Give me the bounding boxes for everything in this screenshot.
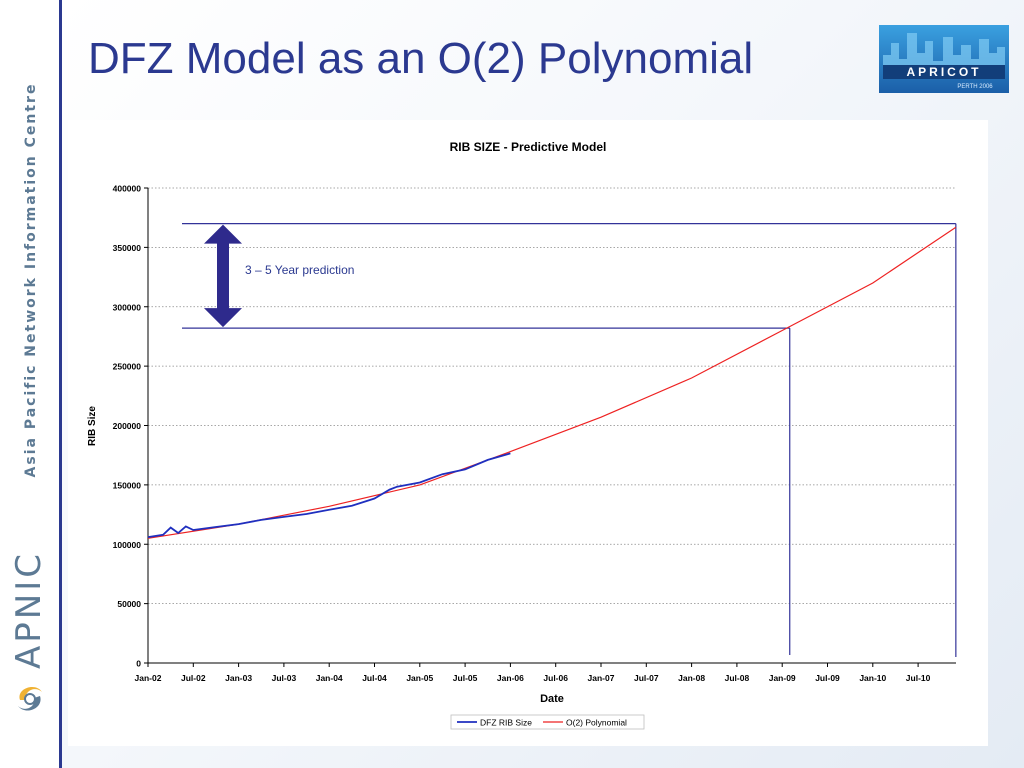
sidebar-divider: [59, 0, 62, 768]
x-tick-label: Jan-06: [497, 673, 524, 683]
x-tick-label: Jul-04: [362, 673, 387, 683]
apnic-swirl-icon: [18, 686, 42, 711]
x-tick-label: Jul-02: [181, 673, 206, 683]
y-tick-label: 100000: [113, 540, 142, 550]
double-arrow-icon: [204, 224, 242, 328]
x-tick-label: Jul-06: [543, 673, 568, 683]
sidebar-org-name: Asia Pacific Network Information Centre: [23, 82, 39, 478]
series-line-dfz-rib-size: [147, 452, 511, 538]
x-tick-label: Jan-05: [406, 673, 433, 683]
x-tick-label: Jul-09: [815, 673, 840, 683]
y-tick-label: 400000: [113, 184, 142, 194]
apricot-logo-label: APRICOT: [907, 65, 982, 79]
series-line-o2-polynomial: [147, 226, 957, 539]
x-tick-label: Jan-09: [769, 673, 796, 683]
y-tick-label: 350000: [113, 243, 142, 253]
x-tick-label: Jul-08: [725, 673, 750, 683]
x-tick-label: Jul-07: [634, 673, 659, 683]
chart-title: RIB SIZE - Predictive Model: [450, 140, 607, 154]
y-tick-label: 300000: [113, 302, 142, 312]
x-tick-label: Jan-10: [859, 673, 886, 683]
y-axis-label: RIB Size: [87, 406, 98, 446]
x-tick-label: Jul-05: [453, 673, 478, 683]
y-tick-label: 150000: [113, 480, 142, 490]
y-tick-label: 200000: [113, 421, 142, 431]
x-axis-label: Date: [540, 693, 564, 705]
y-tick-label: 0: [136, 659, 141, 669]
x-tick-label: Jan-08: [678, 673, 705, 683]
x-tick-label: Jul-10: [906, 673, 931, 683]
x-tick-label: Jan-02: [135, 673, 162, 683]
y-tick-label: 250000: [113, 362, 142, 372]
rib-size-chart: RIB SIZE - Predictive Model 0 50000 100000 1…: [87, 140, 957, 730]
apricot-logo-sublabel: PERTH 2006: [957, 84, 993, 90]
apricot-logo: APRICOT PERTH 2006: [879, 25, 1009, 93]
sidebar: Asia Pacific Network Information Centre …: [0, 0, 60, 768]
x-tick-label: Jan-07: [588, 673, 615, 683]
apnic-logo-text: APNIC: [9, 551, 49, 669]
legend-label-o2-polynomial: O(2) Polynomial: [566, 718, 627, 728]
x-tick-label: Jan-04: [316, 673, 343, 683]
x-tick-label: Jul-03: [272, 673, 297, 683]
y-tick-label: 50000: [117, 599, 141, 609]
legend-label-dfz-rib-size: DFZ RIB Size: [480, 718, 532, 728]
x-tick-label: Jan-03: [225, 673, 252, 683]
prediction-annotation: 3 – 5 Year prediction: [245, 263, 354, 277]
chart-panel: RIB SIZE - Predictive Model 0 50000 100000 1…: [68, 120, 988, 746]
slide-title: DFZ Model as an O(2) Polynomial: [88, 34, 754, 83]
